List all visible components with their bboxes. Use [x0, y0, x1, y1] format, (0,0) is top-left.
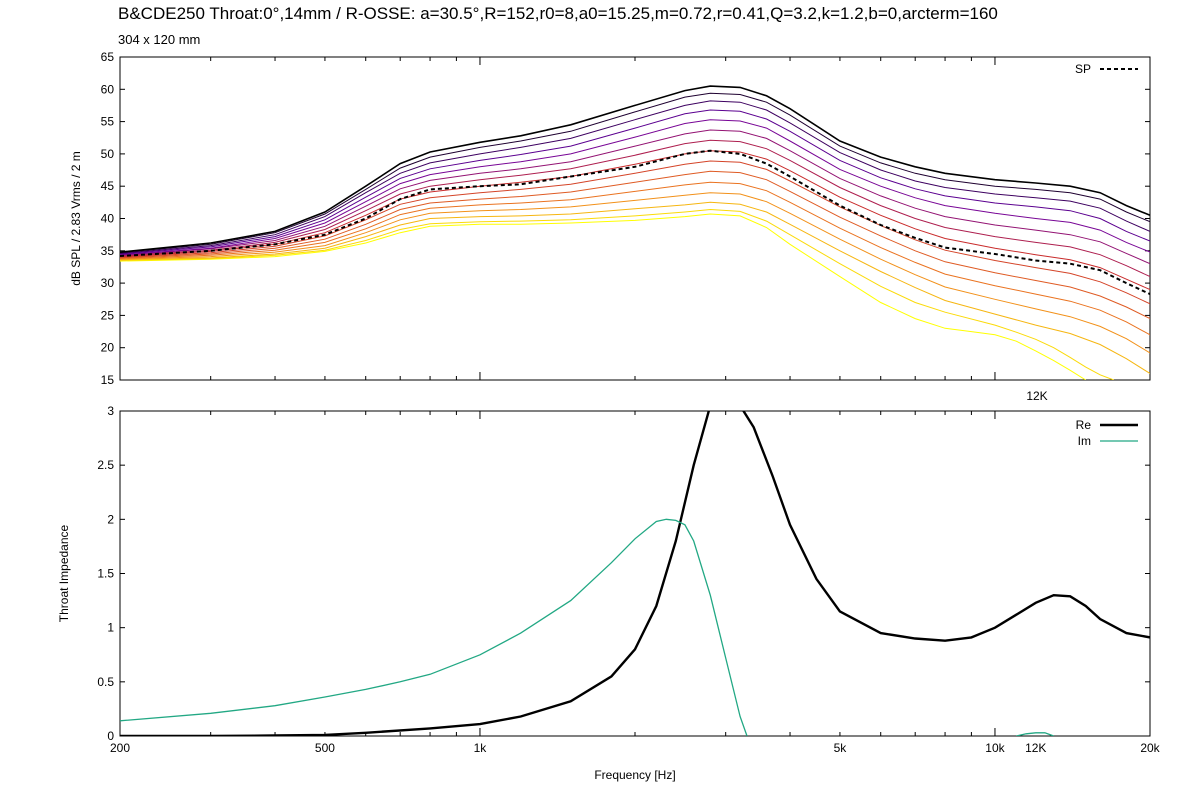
legend-label-sp: SP [1075, 62, 1091, 76]
y-tick-label: 3 [107, 404, 114, 418]
x-tick-label: 500 [315, 741, 335, 755]
y-tick-label: 0.5 [97, 675, 114, 689]
polar-curve [120, 139, 1150, 278]
y-tick-label: 0 [107, 729, 114, 743]
im-line [1016, 732, 1054, 736]
polar-curve [120, 109, 1150, 255]
y-tick-label: 2 [107, 512, 114, 526]
plot-area [120, 85, 1150, 380]
im-line [120, 518, 748, 736]
spl-panel: 15 20 25 30 35 40 45 50 55 60 65 dB SPL / 2.83 Vrms… [69, 50, 1151, 403]
polar-curve [120, 160, 1150, 305]
y-tick-label: 40 [101, 212, 115, 226]
x-tick-label: 200 [110, 741, 130, 755]
plot-frame [119, 410, 1151, 737]
polar-curve [120, 92, 1150, 254]
x-tick-label: 20k [1140, 741, 1160, 755]
polar-curve [120, 181, 1150, 336]
polar-curve [120, 208, 1114, 380]
polar-curve [120, 201, 1150, 374]
annotation-12k: 12K [1026, 389, 1047, 403]
chart-title: B&CDE250 Throat:0°,14mm / R-OSSE: a=30.5… [118, 4, 998, 23]
y-tick-label: 1 [107, 621, 114, 635]
polar-curve [120, 85, 1150, 253]
re-line [120, 411, 1150, 736]
y-tick-label: 65 [101, 50, 115, 64]
y-tick-label: 50 [101, 147, 115, 161]
y-tick-label: 25 [101, 308, 115, 322]
plot-area [120, 411, 1150, 736]
x-tick-label: 1k [474, 741, 488, 755]
y-tick-label: 2.5 [97, 458, 114, 472]
x-tick-label: 10k [985, 741, 1005, 755]
x-tick-label: 5k [834, 741, 848, 755]
y-tick-label: 20 [101, 341, 115, 355]
legend-label-im: Im [1078, 434, 1091, 448]
y-axis-label: dB SPL / 2.83 Vrms / 2 m [69, 151, 83, 286]
y-axis-label: Throat Impedance [57, 524, 71, 622]
polar-curve [120, 119, 1150, 256]
polar-curve [120, 192, 1150, 354]
impedance-panel: 0 0.5 1 1.5 2 2.5 3 200 500 1k 5k 10k 12K 20k Throat I… [57, 404, 1161, 782]
polar-curve [120, 213, 1086, 380]
y-tick-label: 55 [101, 115, 115, 129]
polar-curve [120, 100, 1150, 254]
y-tick-label: 15 [101, 373, 115, 387]
polar-curve [120, 170, 1150, 320]
y-tick-label: 35 [101, 244, 115, 258]
chart-subtitle: 304 x 120 mm [118, 32, 201, 47]
y-tick-label: 60 [101, 82, 115, 96]
polar-curve [120, 129, 1150, 265]
y-tick-label: 1.5 [97, 567, 114, 581]
x-tick-label: 12K [1025, 741, 1046, 755]
x-axis-label: Frequency [Hz] [594, 768, 675, 782]
sp-line [120, 149, 1150, 296]
y-tick-label: 30 [101, 276, 115, 290]
legend-label-re: Re [1076, 418, 1092, 432]
y-tick-label: 45 [101, 179, 115, 193]
